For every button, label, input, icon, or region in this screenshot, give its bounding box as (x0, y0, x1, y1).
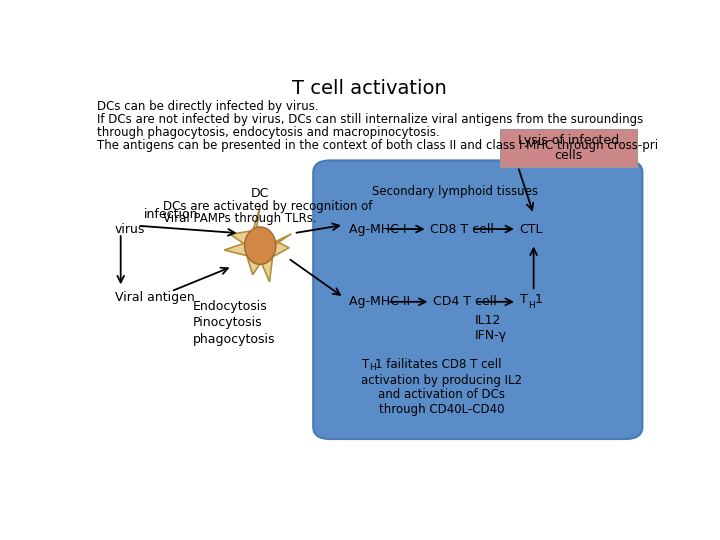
Text: Pinocytosis: Pinocytosis (193, 316, 263, 329)
Text: H: H (528, 301, 535, 309)
Text: CD4 T cell: CD4 T cell (433, 295, 497, 308)
Text: If DCs are not infected by virus, DCs can still internalize viral antigens from : If DCs are not infected by virus, DCs ca… (96, 113, 643, 126)
FancyBboxPatch shape (500, 129, 637, 167)
Text: DCs are activated by recognition of: DCs are activated by recognition of (163, 200, 372, 213)
Text: DCs can be directly infected by virus.: DCs can be directly infected by virus. (96, 100, 318, 113)
Ellipse shape (245, 227, 276, 265)
Text: Ag-MHC I: Ag-MHC I (349, 222, 407, 235)
Text: CD8 T cell: CD8 T cell (431, 222, 494, 235)
Text: Endocytosis: Endocytosis (193, 300, 268, 313)
Text: T: T (362, 358, 369, 371)
Text: Viral PAMPs through TLRs.: Viral PAMPs through TLRs. (163, 212, 316, 225)
Text: virus: virus (115, 222, 145, 235)
Text: Secondary lymphoid tissues: Secondary lymphoid tissues (372, 185, 539, 198)
Text: T: T (520, 293, 528, 306)
FancyBboxPatch shape (313, 160, 642, 439)
Text: phagocytosis: phagocytosis (193, 333, 276, 346)
Text: The antigens can be presented in the context of both class II and class I MHC th: The antigens can be presented in the con… (96, 139, 658, 152)
Text: Lysis of infected
cells: Lysis of infected cells (518, 134, 619, 162)
Text: through phagocytosis, endocytosis and macropinocytosis.: through phagocytosis, endocytosis and ma… (96, 126, 439, 139)
Text: Viral antigen: Viral antigen (115, 291, 195, 304)
Text: 1 failitates CD8 T cell: 1 failitates CD8 T cell (375, 358, 502, 371)
Text: IL12: IL12 (475, 314, 501, 327)
Text: infection: infection (144, 208, 198, 221)
Text: H: H (369, 363, 376, 372)
Text: CTL: CTL (520, 222, 543, 235)
Text: and activation of DCs: and activation of DCs (378, 388, 505, 401)
Text: IFN-γ: IFN-γ (475, 329, 507, 342)
Text: Ag-MHC II: Ag-MHC II (349, 295, 410, 308)
Polygon shape (224, 206, 292, 282)
Text: activation by producing IL2: activation by producing IL2 (361, 374, 522, 387)
Text: T cell activation: T cell activation (292, 79, 446, 98)
Text: DC: DC (251, 187, 269, 200)
Text: 1: 1 (535, 293, 543, 306)
Text: through CD40L-CD40: through CD40L-CD40 (379, 403, 504, 416)
